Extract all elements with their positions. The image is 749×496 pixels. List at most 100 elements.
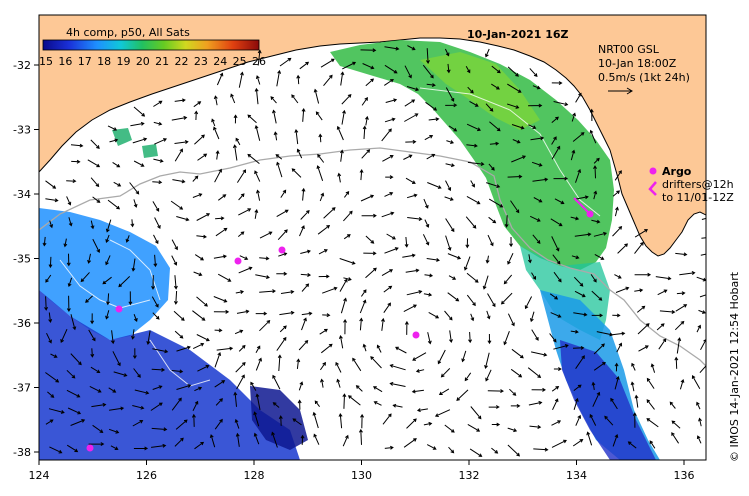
current-vector-arrow (676, 337, 682, 354)
current-vector-arrow (572, 345, 585, 350)
current-vector-arrow (259, 320, 271, 332)
current-vector-arrow (339, 258, 356, 265)
current-vector-arrow (107, 125, 118, 131)
current-vector-arrow (553, 101, 569, 107)
current-vector-arrow (153, 158, 164, 163)
current-vector-arrow (551, 136, 557, 145)
colorbar-tick-label: 23 (194, 55, 208, 68)
current-vector-arrow (49, 446, 63, 454)
current-vector-arrow (296, 358, 301, 369)
current-vector-arrow (234, 418, 240, 429)
current-vector-arrow (679, 378, 685, 390)
current-vector-arrow (63, 238, 68, 248)
current-vector-arrow (530, 351, 548, 357)
current-vector-arrow (675, 304, 688, 312)
current-vector-arrow (133, 160, 145, 167)
current-vector-arrow (696, 401, 701, 410)
current-vector-arrow (610, 397, 618, 410)
current-vector-arrow (151, 427, 168, 432)
current-vector-arrow (232, 144, 238, 161)
current-vector-arrow (110, 445, 119, 450)
current-vector-arrow (132, 348, 137, 360)
current-vector-arrow (171, 369, 184, 374)
current-vector-arrow (445, 103, 458, 108)
current-vector-arrow (196, 213, 211, 221)
current-vector-arrow (197, 153, 208, 161)
current-vector-arrow (299, 225, 305, 237)
current-vector-arrow (87, 253, 92, 264)
current-vector-arrow (365, 267, 377, 279)
current-vector-arrow (586, 431, 593, 446)
current-vector-arrow (510, 403, 521, 408)
current-vector-arrow (342, 434, 349, 447)
current-vector-arrow (131, 258, 136, 272)
current-vector-arrow (234, 329, 244, 335)
current-vector-arrow (105, 219, 112, 233)
current-vector-arrow (361, 96, 368, 106)
current-vector-arrow (192, 310, 206, 321)
current-vector-arrow (528, 103, 543, 108)
current-vector-arrow (463, 256, 471, 271)
colorbar-tick-label: 26 (252, 55, 266, 68)
current-vector-arrow (549, 293, 559, 300)
argo-drifter-track (573, 197, 591, 215)
current-vector-arrow (171, 239, 178, 251)
current-vector-arrow (650, 363, 656, 373)
current-vector-arrow (66, 253, 71, 267)
current-vector-arrow (422, 64, 434, 79)
current-vector-arrow (447, 292, 460, 302)
current-vector-arrow (614, 362, 619, 372)
current-vector-arrow (171, 115, 188, 121)
current-vector-arrow (92, 238, 100, 253)
current-vector-arrow (193, 101, 202, 108)
current-vector-arrow (467, 86, 474, 94)
current-vector-arrow (360, 194, 375, 202)
current-vector-arrow (322, 313, 331, 318)
current-vector-arrow (213, 254, 227, 259)
current-vector-arrow (233, 391, 238, 407)
current-vector-arrow (42, 236, 47, 247)
current-vector-arrow (153, 121, 163, 126)
current-vector-arrow (591, 290, 603, 301)
current-vector-arrow (291, 94, 299, 104)
current-vector-arrow (196, 296, 208, 307)
current-vector-arrow (487, 234, 494, 247)
current-vector-arrow (239, 255, 249, 260)
argo-float-marker (278, 246, 286, 254)
argo-float-marker (412, 331, 420, 339)
current-vector-arrow (427, 182, 442, 189)
current-vector-arrow (236, 169, 247, 183)
current-vector-arrow (106, 293, 110, 306)
current-vector-arrow (384, 192, 394, 197)
current-vector-arrow (551, 386, 560, 392)
current-vector-arrow (384, 64, 398, 74)
current-vector-arrow (171, 397, 182, 411)
current-vector-arrow (407, 217, 423, 221)
sst-warm-patch (330, 40, 614, 270)
current-vector-arrow (445, 235, 452, 251)
current-vector-arrow (362, 63, 375, 70)
current-vector-arrow (532, 234, 541, 244)
current-vector-arrow (152, 201, 160, 212)
current-vector-arrow (85, 295, 93, 303)
current-vector-arrow (511, 348, 524, 359)
current-vector-arrow (551, 145, 561, 160)
current-vector-arrow (646, 418, 659, 428)
current-vector-arrow (698, 417, 702, 427)
current-vector-arrow (533, 197, 543, 203)
current-vector-arrow (253, 432, 260, 445)
current-vector-arrow (152, 180, 163, 185)
current-vector-arrow (151, 443, 167, 448)
x-tick-label: 130 (351, 469, 372, 482)
current-vector-arrow (151, 296, 159, 308)
current-vector-arrow (445, 163, 455, 168)
current-vector-arrow (255, 75, 261, 85)
current-vector-arrow (528, 400, 543, 406)
current-vector-arrow (573, 276, 584, 287)
current-vector-arrow (238, 266, 253, 274)
colorbar (42, 39, 260, 51)
land-mass (39, 15, 706, 257)
current-vector-arrow (470, 406, 482, 420)
current-vector-arrow (213, 126, 220, 140)
current-vector-arrow (323, 207, 336, 219)
